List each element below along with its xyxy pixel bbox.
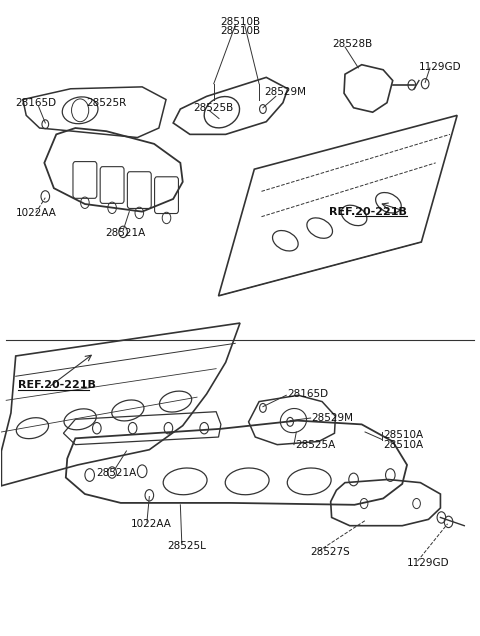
Text: 28525B: 28525B: [194, 103, 234, 113]
Text: 28510B: 28510B: [220, 17, 260, 27]
Text: 1022AA: 1022AA: [16, 208, 57, 218]
Text: 28525L: 28525L: [168, 541, 206, 551]
Text: 28529M: 28529M: [264, 87, 306, 97]
Text: REF.20-221B: REF.20-221B: [18, 380, 96, 390]
Text: 28510A: 28510A: [383, 430, 423, 440]
Text: 28521A: 28521A: [106, 228, 145, 237]
Text: 28165D: 28165D: [16, 98, 57, 107]
Text: 28525R: 28525R: [86, 98, 127, 107]
Text: 1129GD: 1129GD: [407, 558, 450, 568]
Text: 28528B: 28528B: [332, 39, 372, 50]
Text: 1129GD: 1129GD: [419, 62, 462, 72]
Text: 28529M: 28529M: [312, 413, 354, 423]
Text: REF.20-221B: REF.20-221B: [329, 207, 407, 217]
Text: 28525A: 28525A: [295, 439, 335, 450]
Text: 1022AA: 1022AA: [131, 519, 172, 529]
Text: 28165D: 28165D: [288, 389, 329, 399]
Text: 28510A: 28510A: [383, 439, 423, 450]
Text: 28521A: 28521A: [96, 468, 136, 478]
Text: 28510B: 28510B: [220, 25, 260, 36]
Text: 28527S: 28527S: [311, 548, 350, 557]
